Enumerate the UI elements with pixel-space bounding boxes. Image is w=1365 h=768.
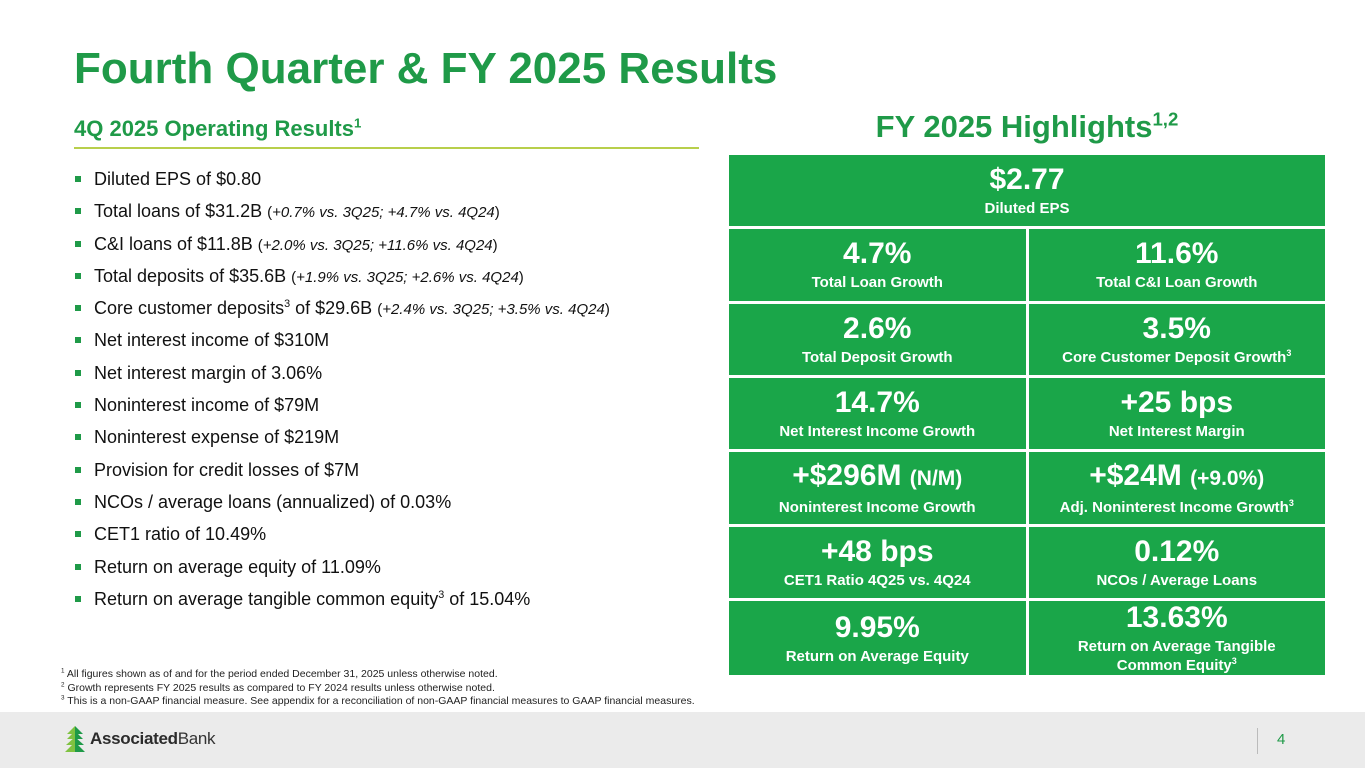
bullet-net-interest-margin: Net interest margin of 3.06% (74, 360, 724, 392)
highlight-value: 13.63% (1125, 601, 1228, 634)
bullet-cet1: CET1 ratio of 10.49% (74, 521, 724, 553)
bullet-core-deposits: Core customer deposits3 of $29.6B (+2.4%… (74, 295, 724, 327)
footnote: 2 Growth represents FY 2025 results as c… (61, 681, 495, 694)
footnote: 3 This is a non-GAAP financial measure. … (61, 694, 695, 707)
heading-divider (74, 147, 699, 149)
highlight-value: 3.5% (1142, 311, 1211, 345)
bullet-text: Noninterest expense of $219M (94, 427, 340, 448)
highlight-loan-growth: 4.7% Total Loan Growth (729, 229, 1026, 301)
highlight-label: Total Deposit Growth (801, 348, 953, 366)
highlight-label: Core Customer Deposit Growth3 (1062, 347, 1292, 366)
highlight-value: 0.12% (1134, 534, 1220, 568)
highlight-label: Noninterest Income Growth (778, 498, 976, 516)
bullet-total-loans: Total loans of $31.2B (+0.7% vs. 3Q25; +… (74, 198, 724, 230)
operating-results-list: Diluted EPS of $0.80 Total loans of $31.… (74, 166, 724, 618)
footer-divider (1257, 728, 1258, 754)
footnote-ref: 1,2 (1152, 108, 1179, 130)
bullet-provision: Provision for credit losses of $7M (74, 457, 724, 489)
highlight-label: NCOs / Average Loans (1096, 571, 1258, 589)
highlight-label: CET1 Ratio 4Q25 vs. 4Q24 (783, 571, 971, 589)
highlight-label: Total C&I Loan Growth (1096, 274, 1258, 292)
highlight-value: $2.77 (989, 163, 1065, 197)
bullet-text: C&I loans of $11.8B (94, 233, 253, 254)
highlight-noninterest-income-growth: +$296M (N/M) Noninterest Income Growth (729, 452, 1026, 524)
bullet-net-interest-income: Net interest income of $310M (74, 327, 724, 359)
highlight-label: Return on Average Equity (785, 647, 969, 665)
highlight-adj-noninterest-income-growth: +$24M (+9.0%) Adj. Noninterest Income Gr… (1028, 452, 1325, 524)
company-logo: AssociatedBank (64, 724, 216, 754)
highlight-label: Return on Average Tangible Common Equity… (1077, 638, 1276, 674)
highlight-label: Net Interest Margin (1108, 423, 1245, 441)
footnote-ref: 3 (438, 588, 445, 601)
highlight-diluted-eps: $2.77 Diluted EPS (729, 155, 1325, 227)
highlight-deposit-growth: 2.6% Total Deposit Growth (729, 303, 1026, 375)
highlight-nim: +25 bps Net Interest Margin (1028, 378, 1325, 450)
highlight-nii-growth: 14.7% Net Interest Income Growth (729, 378, 1026, 450)
bullet-ci-loans: C&I loans of $11.8B (+2.0% vs. 3Q25; +11… (74, 231, 724, 263)
bullet-text: Core customer deposits (94, 298, 285, 319)
page-number: 4 (1277, 731, 1286, 748)
highlight-value: 11.6% (1135, 237, 1219, 271)
bullet-text: of $29.6B (295, 298, 373, 319)
bullet-text: Net interest income of $310M (94, 330, 330, 351)
bullet-diluted-eps: Diluted EPS of $0.80 (74, 166, 724, 198)
operating-results-heading: 4Q 2025 Operating Results1 (74, 116, 361, 142)
highlights-heading: FY 2025 Highlights1,2 (729, 109, 1325, 145)
bullet-total-deposits: Total deposits of $35.6B (+1.9% vs. 3Q25… (74, 263, 724, 295)
highlights-heading-text: FY 2025 Highlights (875, 109, 1153, 144)
bullet-noninterest-income: Noninterest income of $79M (74, 392, 724, 424)
bullet-text: Return on average tangible common equity (94, 588, 439, 609)
bullet-text: Diluted EPS of $0.80 (94, 169, 262, 189)
bullet-text: Noninterest income of $79M (94, 395, 320, 416)
highlight-value: 9.95% (834, 610, 920, 644)
bullet-text: Net interest margin of 3.06% (94, 362, 323, 383)
logo-icon (65, 726, 85, 752)
footnote: 1 All figures shown as of and for the pe… (61, 667, 498, 680)
operating-results-heading-text: 4Q 2025 Operating Results (74, 116, 354, 141)
highlight-value: 14.7% (834, 386, 920, 420)
bullet-text: Total deposits of $35.6B (94, 265, 287, 286)
highlight-ncos: 0.12% NCOs / Average Loans (1028, 526, 1325, 598)
bullet-text: Total loans of $31.2B (94, 201, 263, 222)
footnote-ref: 3 (1286, 347, 1292, 358)
bullet-roe: Return on average equity of 11.09% (74, 554, 724, 586)
bullet-text: Provision for credit losses of $7M (94, 459, 360, 480)
footer-bar: AssociatedBank 4 (0, 712, 1365, 768)
bullet-detail: (+1.9% vs. 3Q25; +2.6% vs. 4Q24) (291, 268, 524, 286)
highlight-ci-loan-growth: 11.6% Total C&I Loan Growth (1028, 229, 1325, 301)
highlight-value: 4.7% (843, 237, 912, 271)
bullet-ncos: NCOs / average loans (annualized) of 0.0… (74, 489, 724, 521)
highlight-label: Adj. Noninterest Income Growth3 (1059, 497, 1294, 516)
highlight-label: Diluted EPS (984, 200, 1070, 218)
highlight-value: 2.6% (843, 311, 912, 345)
bullet-noninterest-expense: Noninterest expense of $219M (74, 424, 724, 456)
bullet-rotce: Return on average tangible common equity… (74, 586, 724, 618)
highlight-label: Total Loan Growth (811, 274, 943, 292)
bullet-text: of 15.04% (449, 588, 531, 609)
footnote-ref: 3 (1231, 656, 1237, 666)
highlight-value: +$296M (N/M) (792, 458, 963, 492)
bullet-text: NCOs / average loans (annualized) of 0.0… (94, 491, 452, 512)
footnotes: 1 All figures shown as of and for the pe… (61, 668, 961, 709)
page-title: Fourth Quarter & FY 2025 Results (74, 44, 778, 93)
logo-wordmark: AssociatedBank (90, 729, 216, 748)
bullet-detail: (+0.7% vs. 3Q25; +4.7% vs. 4Q24) (267, 204, 500, 222)
highlight-label: Net Interest Income Growth (779, 423, 976, 441)
highlight-core-deposit-growth: 3.5% Core Customer Deposit Growth3 (1028, 303, 1325, 375)
footnote-ref: 1 (354, 115, 362, 131)
highlight-value: +$24M (+9.0%) (1089, 458, 1265, 492)
highlight-roe: 9.95% Return on Average Equity (729, 601, 1026, 675)
highlight-rotce: 13.63% Return on Average Tangible Common… (1028, 601, 1325, 675)
bullet-text: Return on average equity of 11.09% (94, 556, 381, 577)
bullet-detail: (+2.4% vs. 3Q25; +3.5% vs. 4Q24) (377, 301, 610, 319)
footnote-ref: 3 (284, 298, 291, 311)
highlights-grid: $2.77 Diluted EPS 4.7% Total Loan Growth… (729, 155, 1325, 675)
bullet-text: CET1 ratio of 10.49% (94, 524, 267, 545)
highlight-cet1: +48 bps CET1 Ratio 4Q25 vs. 4Q24 (729, 526, 1026, 598)
footnote-ref: 3 (1288, 497, 1294, 508)
bullet-detail: (+2.0% vs. 3Q25; +11.6% vs. 4Q24) (257, 236, 498, 254)
highlight-value: +25 bps (1120, 386, 1234, 420)
highlight-value: +48 bps (820, 534, 934, 568)
